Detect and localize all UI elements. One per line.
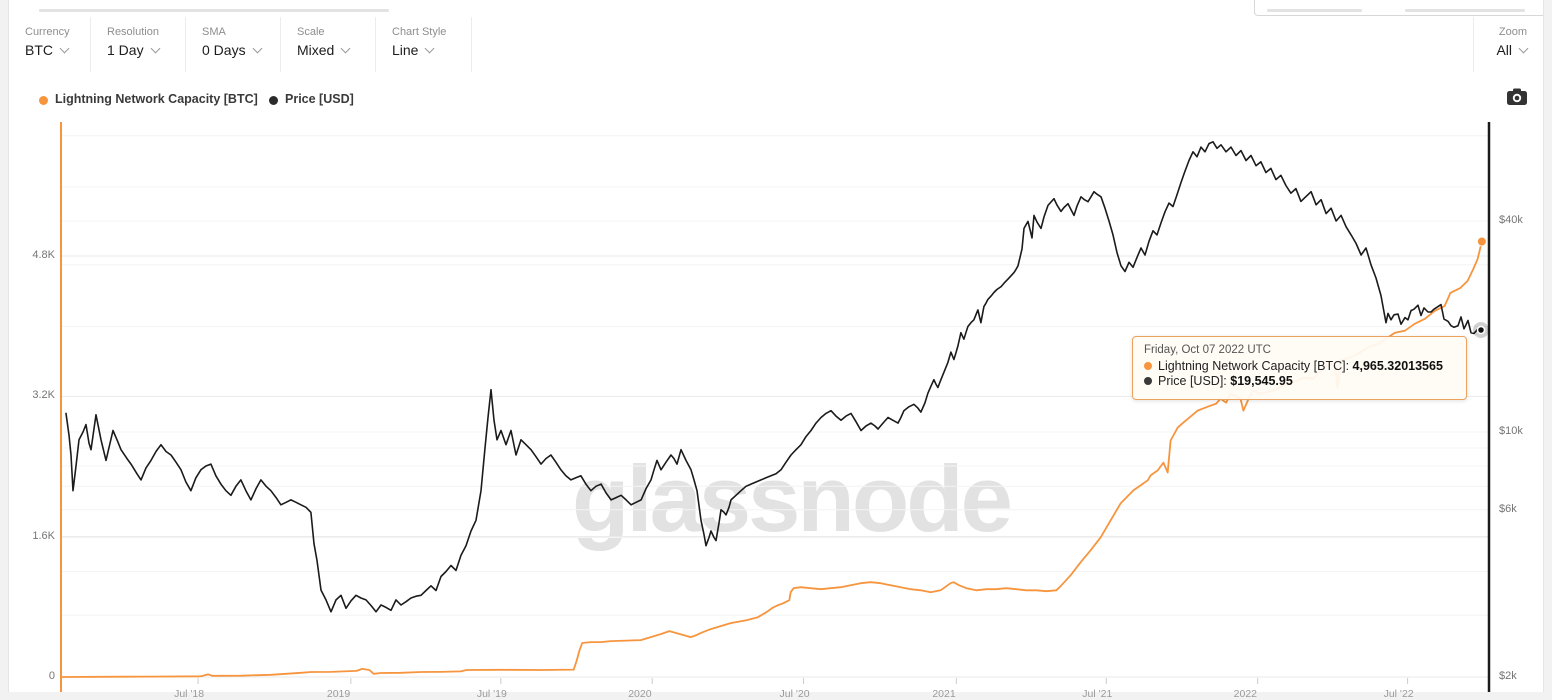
scale-label: Scale: [297, 26, 325, 38]
tooltip-row-capacity: Lightning Network Capacity [BTC]: 4,965.…: [1144, 359, 1455, 374]
scale-value: Mixed: [297, 42, 335, 58]
x-axis-label: 2019: [326, 688, 351, 700]
price-series-dot: [269, 96, 278, 105]
x-axis-label: Jul '20: [779, 688, 810, 700]
clipped-page-header: [9, 0, 1543, 18]
price-series-dot: [1144, 377, 1152, 385]
y-axis-label-right: $10k: [1499, 425, 1523, 437]
chevron-down-icon: [340, 43, 351, 54]
y-axis-label-left: 1.6K: [32, 529, 55, 542]
x-axis-label: 2021: [932, 688, 956, 700]
chevron-down-icon: [252, 43, 263, 54]
sma-value: 0 Days: [202, 42, 246, 58]
tooltip-capacity-label: Lightning Network Capacity [BTC]:: [1158, 359, 1350, 373]
zoom-value: All: [1496, 42, 1512, 58]
screenshot-button[interactable]: [1506, 88, 1528, 106]
resolution-label: Resolution: [107, 26, 159, 38]
x-axis-label: Jul '19: [476, 688, 507, 700]
chart-style-dropdown[interactable]: Chart Style Line: [376, 17, 472, 72]
tooltip-price-value: $19,545.95: [1230, 374, 1293, 388]
y-axis-label-right: $2k: [1499, 670, 1517, 682]
y-axis-label-left: 4.8K: [32, 249, 55, 261]
chart-style-label: Chart Style: [392, 26, 447, 38]
chevron-down-icon: [425, 43, 435, 54]
y-axis-label-right: $40k: [1499, 213, 1523, 226]
zoom-label: Zoom: [1498, 26, 1527, 38]
chevron-down-icon: [150, 43, 161, 54]
y-axis-label-left: 3.2K: [32, 389, 55, 402]
chart-tooltip: Friday, Oct 07 2022 UTC Lightning Networ…: [1132, 336, 1467, 400]
zoom-dropdown[interactable]: Zoom All: [1473, 17, 1543, 72]
sma-label: SMA: [202, 26, 226, 38]
chart-canvas[interactable]: [9, 122, 1545, 692]
capacity-series-dot: [39, 96, 48, 105]
resolution-value: 1 Day: [107, 42, 144, 58]
capacity-series-label: Lightning Network Capacity [BTC]: [55, 92, 258, 106]
clipped-title-text: [39, 9, 389, 12]
clipped-control-text: [1405, 9, 1525, 12]
legend-item-capacity[interactable]: Lightning Network Capacity [BTC]: [39, 92, 258, 108]
resolution-dropdown[interactable]: Resolution 1 Day: [91, 17, 186, 72]
y-axis-label-right: $6k: [1499, 502, 1517, 515]
chevron-down-icon: [1518, 43, 1529, 54]
clipped-control-text: [1267, 9, 1362, 12]
x-axis-label: 2020: [628, 688, 652, 700]
price-series-label: Price [USD]: [285, 92, 354, 106]
tooltip-row-price: Price [USD]: $19,545.95: [1144, 374, 1455, 389]
currency-label: Currency: [25, 26, 70, 38]
chevron-down-icon: [59, 43, 70, 54]
date-range-control[interactable]: [1254, 0, 1543, 16]
chart-plot-area[interactable]: glassnode Jul '18 2019 Jul '19 2020 Jul '20 2…: [9, 122, 1545, 700]
chart-legend: Lightning Network Capacity [BTC] Price […: [9, 72, 1543, 122]
chart-card: Currency BTC Resolution 1 Day SMA 0 Days…: [8, 0, 1545, 700]
scale-dropdown[interactable]: Scale Mixed: [281, 17, 376, 72]
currency-dropdown[interactable]: Currency BTC: [9, 17, 91, 72]
currency-value: BTC: [25, 42, 53, 58]
tooltip-date: Friday, Oct 07 2022 UTC: [1144, 344, 1271, 356]
y-axis-label-left: 0: [48, 670, 55, 682]
legend-item-price[interactable]: Price [USD]: [269, 92, 354, 108]
x-axis-label: Jul '22: [1383, 688, 1414, 700]
tooltip-price-label: Price [USD]:: [1158, 374, 1227, 388]
x-axis-label: Jul '21: [1082, 688, 1113, 700]
sma-dropdown[interactable]: SMA 0 Days: [186, 17, 281, 72]
chart-style-value: Line: [392, 42, 419, 58]
x-axis-label: Jul '18: [174, 688, 205, 700]
tooltip-capacity-value: 4,965.32013565: [1352, 359, 1443, 373]
chart-toolbar: Currency BTC Resolution 1 Day SMA 0 Days…: [9, 17, 1543, 73]
x-axis-label: 2022: [1233, 688, 1258, 700]
capacity-series-dot: [1144, 362, 1152, 370]
camera-icon: [1507, 88, 1527, 105]
